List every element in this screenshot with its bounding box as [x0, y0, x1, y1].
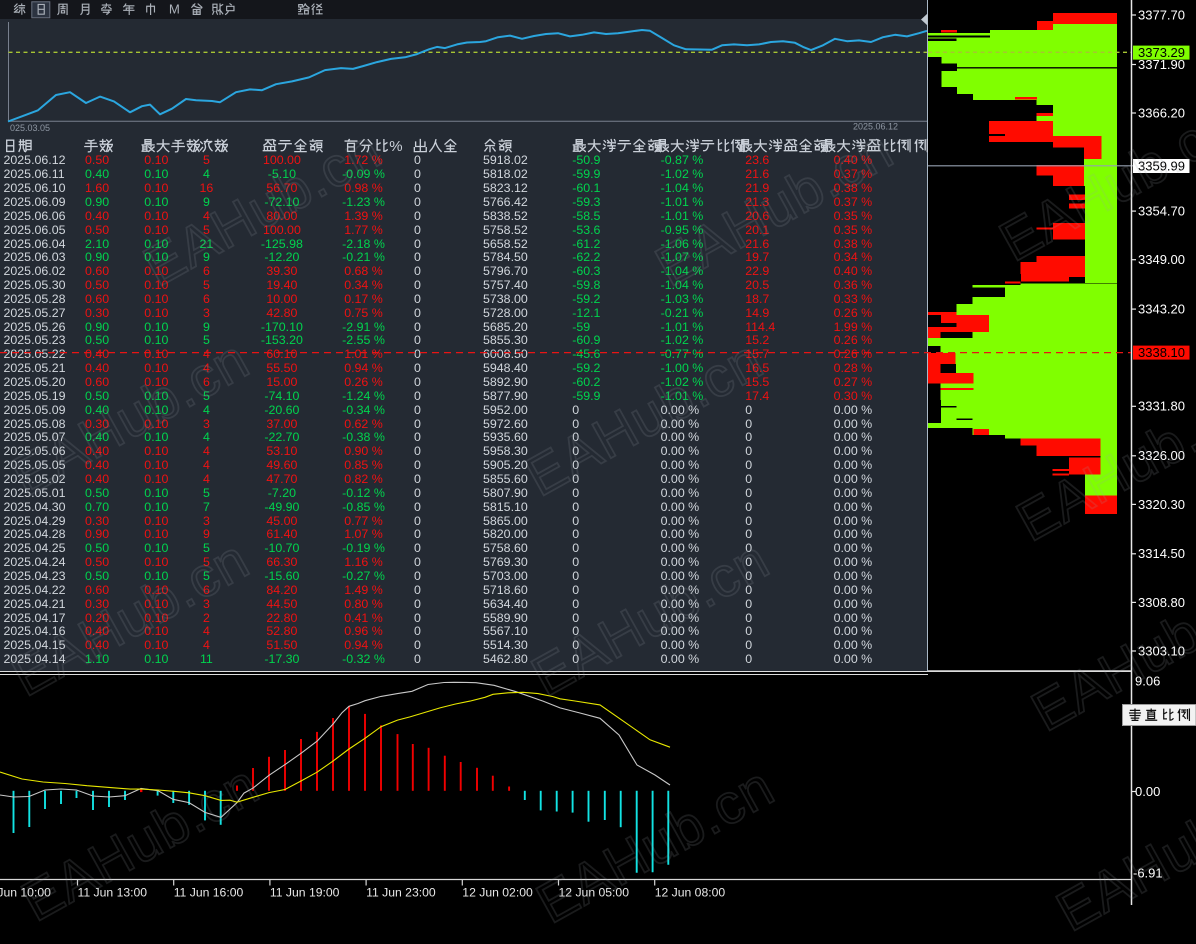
svg-text:025.03.05: 025.03.05: [10, 123, 50, 133]
svg-text:12 Jun 08:00: 12 Jun 08:00: [655, 886, 726, 900]
svg-text:3343.20: 3343.20: [1138, 302, 1185, 317]
svg-text:12 Jun 02:00: 12 Jun 02:00: [462, 886, 533, 900]
svg-text:0.00: 0.00: [1135, 784, 1160, 799]
svg-text:11 Jun 19:00: 11 Jun 19:00: [270, 886, 340, 900]
svg-text:3314.50: 3314.50: [1138, 546, 1185, 561]
svg-text:3354.70: 3354.70: [1138, 204, 1185, 219]
svg-text:3377.70: 3377.70: [1138, 7, 1185, 22]
svg-text:3349.00: 3349.00: [1138, 252, 1185, 267]
svg-text:3373.29: 3373.29: [1138, 45, 1185, 60]
svg-text:11 Jun 23:00: 11 Jun 23:00: [366, 886, 436, 900]
svg-text:3338.10: 3338.10: [1138, 345, 1185, 360]
svg-text:11 Jun 16:00: 11 Jun 16:00: [174, 886, 244, 900]
svg-text:3320.30: 3320.30: [1138, 497, 1185, 512]
